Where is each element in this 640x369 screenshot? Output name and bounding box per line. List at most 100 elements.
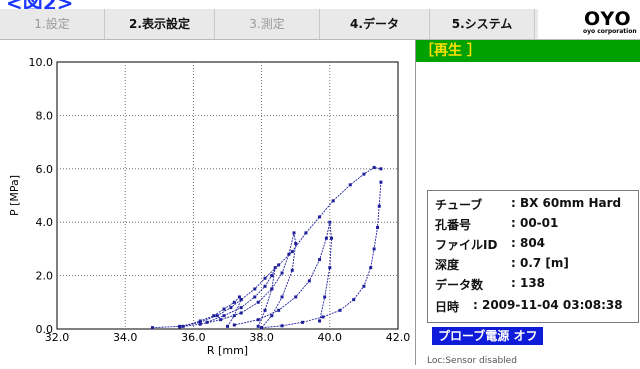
data-point xyxy=(379,167,383,171)
data-point xyxy=(253,295,257,299)
tab-system[interactable]: 5.システム xyxy=(430,9,535,39)
data-point xyxy=(287,252,291,256)
data-point xyxy=(318,258,322,262)
data-point xyxy=(277,308,281,312)
logo-text: OYO xyxy=(584,9,632,30)
data-point xyxy=(280,271,284,275)
data-point xyxy=(328,220,332,224)
info-box: チューブ : BX 60mm Hard 孔番号 : 00-01 ファイルID :… xyxy=(427,190,639,323)
data-point xyxy=(372,165,376,169)
data-point xyxy=(263,308,267,312)
y-tick-label: 6.0 xyxy=(36,163,54,176)
data-point xyxy=(256,300,260,304)
x-tick-label: 32.0 xyxy=(45,331,70,344)
x-tick-label: 38.0 xyxy=(249,331,274,344)
series-line xyxy=(234,222,332,326)
data-point xyxy=(181,324,185,328)
data-point xyxy=(260,326,264,330)
data-point xyxy=(352,298,356,302)
data-point xyxy=(376,226,380,230)
data-point xyxy=(369,266,373,270)
y-tick-label: 0.0 xyxy=(36,323,54,336)
data-point xyxy=(377,204,381,208)
tab-settings[interactable]: 1.設定 xyxy=(0,9,105,39)
logo-subtext: oyo corporation xyxy=(583,28,637,35)
data-point xyxy=(273,266,277,270)
y-tick-label: 10.0 xyxy=(29,56,54,69)
data-point xyxy=(222,314,226,318)
y-tick-label: 8.0 xyxy=(36,109,54,122)
data-point xyxy=(198,319,202,323)
data-point xyxy=(222,307,226,311)
data-point xyxy=(239,306,243,310)
data-point xyxy=(307,279,311,283)
data-point xyxy=(229,306,233,310)
chart-svg: 32.0 34.0 36.0 38.0 40.0 42.0 0.0 2.0 4.0 6.0 8.0 1… xyxy=(8,56,411,357)
data-point xyxy=(270,274,274,278)
data-point xyxy=(321,315,325,319)
data-point xyxy=(301,320,305,324)
data-point xyxy=(294,295,298,299)
data-point xyxy=(331,199,335,203)
data-point xyxy=(256,324,260,328)
data-point xyxy=(323,295,327,299)
data-point xyxy=(219,318,223,322)
x-tick-label: 36.0 xyxy=(181,331,206,344)
tab-bar: 1.設定 2.表示設定 3.測定 4.データ 5.システム OYO oyo co… xyxy=(0,9,640,40)
data-point xyxy=(263,284,267,288)
data-point xyxy=(150,326,154,330)
data-point xyxy=(318,319,322,323)
data-point xyxy=(304,231,308,235)
data-point xyxy=(294,242,298,246)
data-point xyxy=(290,268,294,272)
plot-frame xyxy=(56,61,399,330)
probe-power-button[interactable]: プローブ電源 オフ xyxy=(432,327,544,345)
x-tick-label: 40.0 xyxy=(318,331,343,344)
x-tick-label: 34.0 xyxy=(113,331,138,344)
data-point xyxy=(277,263,281,267)
data-point xyxy=(280,324,284,328)
tab-measure[interactable]: 3.測定 xyxy=(215,9,320,39)
data-point xyxy=(253,287,257,291)
data-point xyxy=(280,295,284,299)
data-point xyxy=(232,323,236,327)
data-point xyxy=(178,325,182,329)
info-value-hole: : 00-01 xyxy=(511,216,559,230)
sensor-status: Loc:Sensor disabled xyxy=(427,356,517,366)
info-key-tube: チューブ xyxy=(435,198,483,212)
series-line xyxy=(261,182,382,329)
data-point xyxy=(362,284,366,288)
x-tick-label: 42.0 xyxy=(386,331,411,344)
data-point xyxy=(379,180,383,184)
data-point xyxy=(239,298,243,302)
data-point xyxy=(292,231,296,235)
x-axis-label: R [mm] xyxy=(207,344,248,357)
data-point xyxy=(263,276,267,280)
data-point xyxy=(239,311,243,315)
pressure-radius-chart: 32.0 34.0 36.0 38.0 40.0 42.0 0.0 2.0 4.0 6.0 8.0 1… xyxy=(0,40,415,365)
data-point xyxy=(270,314,274,318)
caption-label: <図2> xyxy=(6,0,73,9)
data-point xyxy=(290,250,294,254)
data-point xyxy=(328,266,332,270)
info-key-depth: 深度 xyxy=(435,258,460,272)
data-point xyxy=(205,320,209,324)
y-tick-label: 2.0 xyxy=(36,270,54,283)
tab-display-settings[interactable]: 2.表示設定 xyxy=(105,9,215,39)
y-axis-label: P [MPa] xyxy=(8,175,21,216)
data-point xyxy=(215,314,219,318)
info-value-count: : 138 xyxy=(511,276,546,290)
info-value-depth: : 0.7 [m] xyxy=(511,256,569,270)
tab-data[interactable]: 4.データ xyxy=(320,9,430,39)
data-point xyxy=(212,314,216,318)
data-point xyxy=(232,314,236,318)
info-key-hole: 孔番号 xyxy=(435,218,472,232)
data-point xyxy=(362,172,366,176)
info-value-datetime: : 2009-11-04 03:08:38 xyxy=(473,298,623,312)
y-tick-label: 4.0 xyxy=(36,216,54,229)
data-point xyxy=(270,287,274,291)
right-panel: ［再生 ］ チューブ : BX 60mm Hard 孔番号 : 00-01 ファ… xyxy=(415,40,640,366)
series-line xyxy=(152,167,381,329)
playback-header: ［再生 ］ xyxy=(416,40,640,62)
data-point xyxy=(256,318,260,322)
